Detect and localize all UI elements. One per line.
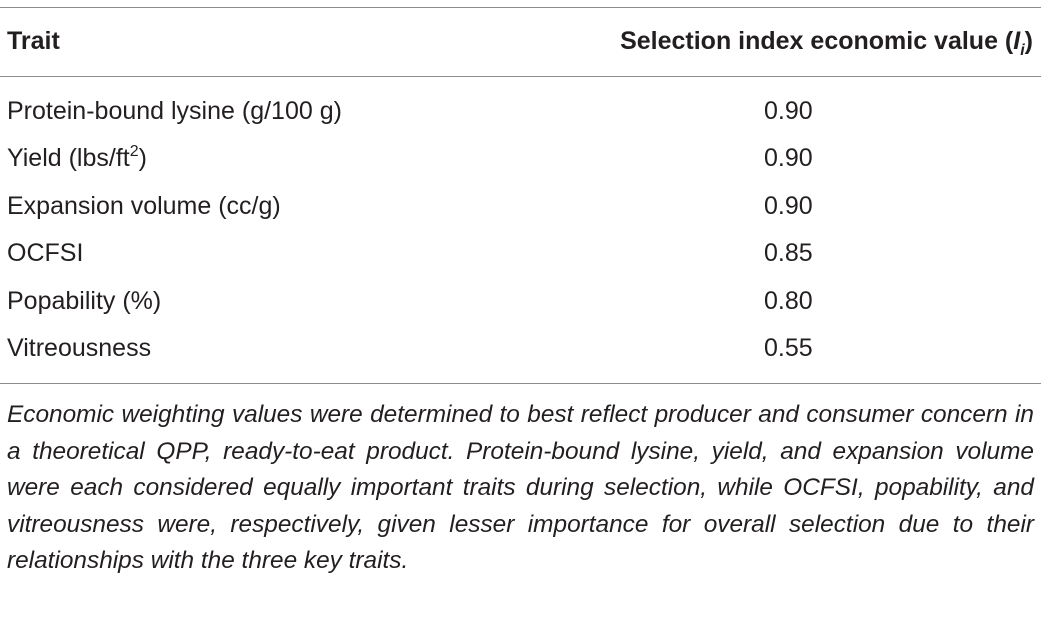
column-header-economic-value: Selection index economic value (Ii)	[620, 24, 1033, 59]
table-header-rule	[0, 76, 1041, 77]
trait-name: Vitreousness	[7, 333, 152, 362]
table-row: Protein-bound lysine (g/100 g) 0.90	[0, 88, 1041, 135]
table-row: Popability (%) 0.80	[0, 278, 1041, 325]
table-top-rule	[0, 7, 1041, 8]
trait-name: Popability (%)	[7, 286, 162, 315]
value-cell: 0.80	[764, 286, 813, 315]
value-cell: 0.90	[764, 97, 813, 125]
table-row: OCFSI 0.85	[0, 230, 1041, 277]
table-body: Protein-bound lysine (g/100 g) 0.90 Yiel…	[0, 88, 1041, 372]
value-cell: 0.85	[764, 239, 813, 268]
value-cell: 0.55	[764, 333, 813, 362]
trait-cell: Yield (lbs/ft2)	[7, 135, 147, 182]
trait-cell: Popability (%)	[7, 278, 161, 325]
trait-cell: Protein-bound lysine (g/100 g)	[7, 88, 342, 135]
trait-name: OCFSI	[7, 239, 84, 268]
trait-cell: OCFSI	[7, 230, 83, 277]
trait-name: Protein-bound lysine (g/100 g)	[7, 97, 342, 125]
trait-suffix: )	[138, 144, 147, 173]
table-row: Yield (lbs/ft2) 0.90	[0, 135, 1041, 182]
trait-name: Expansion volume (cc/g)	[7, 191, 281, 220]
column-header-close-paren: )	[1024, 27, 1033, 55]
trait-superscript: 2	[129, 143, 139, 161]
column-header-trait: Trait	[7, 27, 60, 55]
index-symbol: I	[1013, 27, 1021, 55]
trait-cell: Vitreousness	[7, 325, 151, 372]
column-header-economic-value-text: Selection index economic value (	[620, 27, 1014, 55]
value-cell: 0.90	[764, 144, 813, 173]
table-footnote: Economic weighting values were determine…	[7, 401, 1034, 574]
table-row: Vitreousness 0.55	[0, 325, 1041, 372]
index-subscript: i	[1020, 42, 1025, 59]
value-cell: 0.90	[764, 191, 813, 220]
table-bottom-rule	[0, 383, 1041, 384]
trait-cell: Expansion volume (cc/g)	[7, 183, 281, 230]
table-row: Expansion volume (cc/g) 0.90	[0, 183, 1041, 230]
trait-name: Yield (lbs/ft	[7, 144, 130, 173]
